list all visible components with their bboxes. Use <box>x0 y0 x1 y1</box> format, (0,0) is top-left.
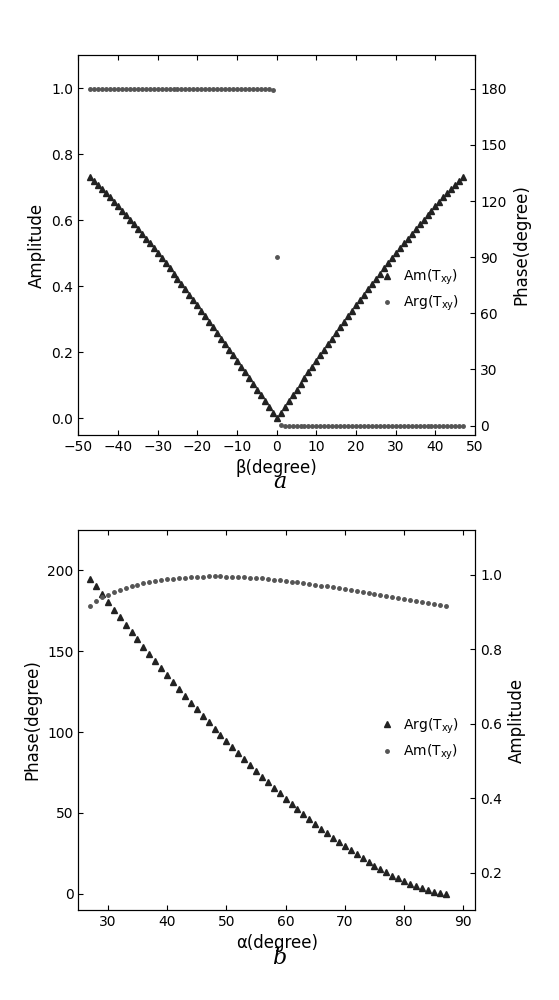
Arg($T_{xy}$) <box>349 420 356 432</box>
$\mathrm{Am(T_{xy})}$ <box>158 574 164 586</box>
Y-axis label: Phase(degree): Phase(degree) <box>512 185 530 305</box>
Line: $\mathrm{Am(T_{xy})}$: $\mathrm{Am(T_{xy})}$ <box>87 573 449 610</box>
Y-axis label: Phase(degree): Phase(degree) <box>23 660 41 780</box>
Arg($T_{xy}$) <box>460 420 467 432</box>
Text: a: a <box>273 471 286 493</box>
$\mathrm{Arg(T_{xy})}$ <box>442 888 449 900</box>
$\mathrm{Am(T_{xy})}$ <box>211 570 218 582</box>
Arg($T_{xy}$) <box>87 83 93 95</box>
$\mathrm{Arg(T_{xy})}$ <box>211 723 218 735</box>
Legend: $\mathrm{Arg(T_{xy})}$, $\mathrm{Am(T_{xy})}$: $\mathrm{Arg(T_{xy})}$, $\mathrm{Am(T_{x… <box>373 711 464 767</box>
$\mathrm{Am(T_{xy})}$ <box>217 570 224 582</box>
Am($T_{xy}$) <box>87 171 93 183</box>
Am($T_{xy}$) <box>460 171 467 183</box>
Arg($T_{xy}$) <box>364 420 371 432</box>
Am($T_{xy}$) <box>368 278 375 290</box>
Legend: $\mathrm{Am(T_{xy})}$, $\mathrm{Arg(T_{xy})}$: $\mathrm{Am(T_{xy})}$, $\mathrm{Arg(T_{x… <box>373 262 464 319</box>
Line: Arg($T_{xy}$): Arg($T_{xy}$) <box>87 85 467 429</box>
Am($T_{xy}$) <box>154 247 161 259</box>
$\mathrm{Am(T_{xy})}$ <box>170 573 177 585</box>
Arg($T_{xy}$) <box>341 420 348 432</box>
$\mathrm{Arg(T_{xy})}$ <box>87 573 93 585</box>
Am($T_{xy}$) <box>273 412 280 424</box>
X-axis label: α(degree): α(degree) <box>236 934 318 952</box>
$\mathrm{Am(T_{xy})}$ <box>401 593 408 605</box>
Line: $\mathrm{Arg(T_{xy})}$: $\mathrm{Arg(T_{xy})}$ <box>87 575 449 897</box>
X-axis label: β(degree): β(degree) <box>236 459 318 477</box>
$\mathrm{Arg(T_{xy})}$ <box>276 787 283 799</box>
$\mathrm{Arg(T_{xy})}$ <box>170 676 177 688</box>
$\mathrm{Arg(T_{xy})}$ <box>158 662 164 674</box>
Am($T_{xy}$) <box>364 283 371 295</box>
$\mathrm{Arg(T_{xy})}$ <box>395 872 401 884</box>
Arg($T_{xy}$) <box>154 83 161 95</box>
$\mathrm{Arg(T_{xy})}$ <box>300 808 307 820</box>
$\mathrm{Am(T_{xy})}$ <box>87 600 93 612</box>
Y-axis label: Amplitude: Amplitude <box>508 677 525 763</box>
Arg($T_{xy}$) <box>361 420 367 432</box>
Am($T_{xy}$) <box>345 310 352 322</box>
$\mathrm{Am(T_{xy})}$ <box>306 578 312 590</box>
Line: Am($T_{xy}$): Am($T_{xy}$) <box>87 174 466 422</box>
Arg($T_{xy}$) <box>103 83 110 95</box>
$\mathrm{Am(T_{xy})}$ <box>442 600 449 612</box>
Am($T_{xy}$) <box>103 187 110 199</box>
Am($T_{xy}$) <box>353 299 359 311</box>
Y-axis label: Amplitude: Amplitude <box>28 202 46 288</box>
$\mathrm{Am(T_{xy})}$ <box>282 575 289 587</box>
Text: b: b <box>272 947 287 969</box>
